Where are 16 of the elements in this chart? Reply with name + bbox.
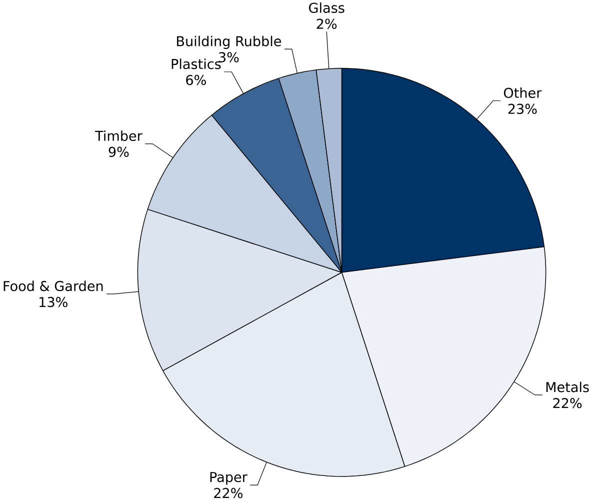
data-label: 13% — [40, 297, 68, 308]
data-label: 3% — [218, 52, 239, 63]
data-label: 22% — [553, 398, 582, 408]
slice-label: Building Rubble — [177, 36, 282, 50]
slice-label: Other — [504, 88, 542, 98]
slice-label: Plastics — [172, 58, 221, 70]
data-label: 9% — [108, 146, 129, 158]
slice-label: Paper — [210, 472, 248, 485]
slice-label: Glass — [309, 2, 344, 14]
data-label: 23% — [508, 104, 537, 114]
data-label: 22% — [214, 488, 242, 498]
slice-label: Metals — [546, 382, 589, 392]
data-label: 6% — [186, 75, 206, 86]
slice-label: Food & Garden — [4, 280, 103, 292]
data-label: 2% — [316, 18, 337, 30]
slice-label: Timber — [94, 130, 142, 142]
